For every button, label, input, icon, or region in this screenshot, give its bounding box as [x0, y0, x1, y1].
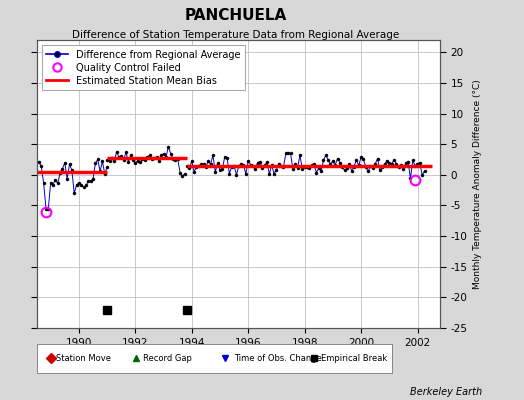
Text: PANCHUELA: PANCHUELA [184, 8, 287, 23]
Legend: Difference from Regional Average, Quality Control Failed, Estimated Station Mean: Difference from Regional Average, Qualit… [41, 45, 245, 90]
Text: Berkeley Earth: Berkeley Earth [410, 387, 482, 397]
Y-axis label: Monthly Temperature Anomaly Difference (°C): Monthly Temperature Anomaly Difference (… [473, 79, 482, 289]
Text: Difference of Station Temperature Data from Regional Average: Difference of Station Temperature Data f… [72, 30, 399, 40]
